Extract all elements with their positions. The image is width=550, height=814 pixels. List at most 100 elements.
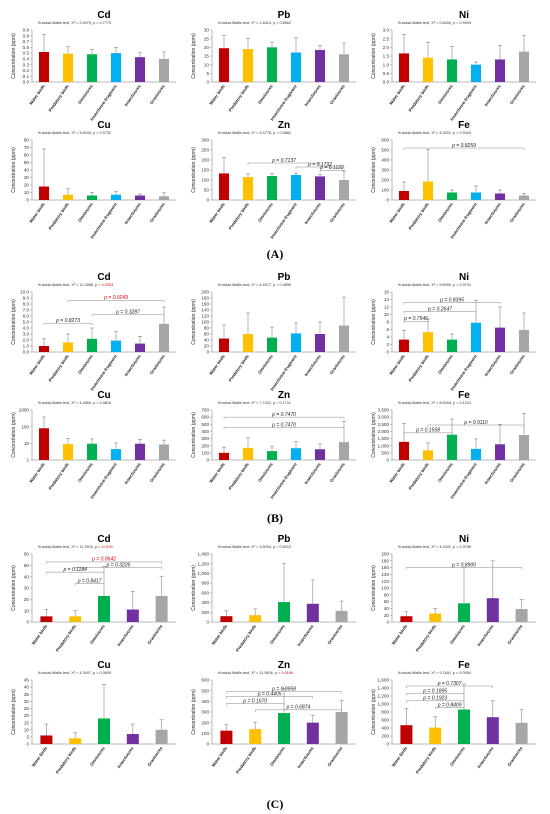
x-category-label: Insectivore-frugivore xyxy=(89,461,118,499)
bar-granivores xyxy=(335,610,348,622)
x-category-label: Granivores xyxy=(149,201,166,223)
kruskal-wallis-annotation: Kruskal-Wallis test, X² = 4.4869, p = 0.… xyxy=(38,401,111,405)
comparison-bracket xyxy=(226,703,285,706)
y-tick-label: 100 xyxy=(21,424,29,429)
bar-predatory-birds xyxy=(422,332,434,352)
bar-predatory-birds xyxy=(429,613,442,622)
y-tick-label: 600 xyxy=(201,590,209,595)
section-label-b: (B) xyxy=(267,511,283,525)
y-tick-label: 100 xyxy=(201,731,209,736)
comparison-p-value: p = 0.1122 xyxy=(319,165,344,171)
section-label-a: (A) xyxy=(267,247,284,261)
y-tick-label: 300 xyxy=(201,710,209,715)
x-category-label: Insectivore-frugivore xyxy=(269,353,298,391)
section-label-c: (C) xyxy=(267,797,284,811)
bar-water-birds xyxy=(218,173,230,200)
x-category-label: Water birds xyxy=(28,353,46,376)
kruskal-wallis-annotation: Kruskal-Wallis test, X² = 9.5776, p = 0.… xyxy=(218,131,291,135)
y-tick-label: 160 xyxy=(381,565,389,570)
y-tick-label: 0.6 xyxy=(23,45,30,50)
x-category-label: Water birds xyxy=(388,353,406,376)
y-tick-label: 0.4 xyxy=(23,56,30,61)
y-tick-label: 30 xyxy=(24,175,30,180)
x-category-label: Water birds xyxy=(208,201,226,224)
x-category-label: Water birds xyxy=(208,461,226,484)
bar-water-birds xyxy=(398,53,410,82)
y-tick-label: 9.0 xyxy=(23,296,30,301)
comparison-p-value: p = 0.8395 xyxy=(439,297,464,303)
bar-predatory-birds xyxy=(242,49,254,82)
bar-predatory-birds xyxy=(69,738,82,744)
y-axis-label: Concentration (ppm) xyxy=(191,147,197,193)
x-category-label: Omnivores xyxy=(89,745,106,767)
x-category-label: Insectivores xyxy=(483,353,502,377)
bar-omnivores xyxy=(446,434,458,460)
bar-water-birds xyxy=(218,452,230,460)
bar-insectivores xyxy=(314,334,326,352)
y-tick-label: 25 xyxy=(204,36,210,41)
panel-title: Cu xyxy=(97,390,110,401)
y-tick-label: 60 xyxy=(24,552,30,557)
kruskal-wallis-annotation: Kruskal-Wallis test, X² = 4.2002, p = 0.… xyxy=(398,545,471,549)
x-category-label: Predatory birds xyxy=(415,745,438,774)
x-category-label: Insectivores xyxy=(483,83,502,107)
bar-omnivores xyxy=(266,47,278,82)
y-tick-label: 3.0 xyxy=(23,332,30,337)
comparison-bracket xyxy=(403,147,525,150)
x-category-label: Omnivores xyxy=(437,353,454,375)
y-tick-label: 50 xyxy=(24,160,30,165)
y-tick-label: 2.0 xyxy=(383,45,390,50)
x-category-label: Water birds xyxy=(388,461,406,484)
comparison-p-value: p = 0.7470 xyxy=(271,412,296,418)
panel-title: Cu xyxy=(97,120,110,131)
bar-insectivore-frugivore xyxy=(110,449,122,460)
y-tick-label: 0.5 xyxy=(383,71,390,76)
x-category-label: Insectivores xyxy=(476,745,495,769)
bar-granivores xyxy=(518,329,530,352)
comparison-p-value: p = 0.8273 xyxy=(55,318,80,324)
y-tick-label: 8 xyxy=(386,320,389,325)
x-category-label: Granivores xyxy=(509,461,526,483)
x-category-label: Water birds xyxy=(31,623,49,646)
bar-granivores xyxy=(338,180,350,200)
kruskal-wallis-annotation: Kruskal-Wallis test, X² = 12.3086, p = 0… xyxy=(38,283,113,287)
y-tick-label: 600 xyxy=(381,138,389,143)
y-tick-label: 1.0 xyxy=(383,62,390,67)
comparison-bracket xyxy=(226,696,314,699)
x-category-label: Insectivores xyxy=(123,83,142,107)
x-category-label: Predatory birds xyxy=(408,461,431,490)
y-axis-label: Concentration (ppm) xyxy=(11,565,17,611)
comparison-bracket xyxy=(67,300,165,303)
panel-title: Fe xyxy=(458,660,470,671)
x-category-label: Insectivores xyxy=(296,745,315,769)
x-category-label: Predatory birds xyxy=(55,623,78,652)
comparison-p-value: p = 0.0642 xyxy=(91,557,116,563)
y-tick-label: 800 xyxy=(381,710,389,715)
comparison-bracket xyxy=(74,567,162,570)
y-tick-label: 0 xyxy=(386,458,389,463)
y-tick-label: 0.9 xyxy=(23,28,30,33)
y-tick-label: 300 xyxy=(201,436,209,441)
y-tick-label: 16 xyxy=(384,290,390,295)
bar-insectivores xyxy=(134,57,146,82)
x-category-label: Insectivore-frugivore xyxy=(89,83,118,121)
x-category-label: Omnivores xyxy=(449,623,466,645)
panel-title: Ni xyxy=(459,534,469,545)
y-tick-label: 600 xyxy=(381,718,389,723)
y-tick-label: 12 xyxy=(384,305,390,310)
y-tick-label: 300 xyxy=(381,168,389,173)
y-tick-label: 100 xyxy=(381,188,389,193)
x-category-label: Omnivores xyxy=(77,353,94,375)
x-category-label: Predatory birds xyxy=(48,201,71,230)
x-category-label: Predatory birds xyxy=(228,353,251,382)
bar-predatory-birds xyxy=(62,444,74,460)
bar-omnivores xyxy=(266,337,278,352)
y-tick-label: 0 xyxy=(386,742,389,747)
y-axis-label: Concentration (ppm) xyxy=(11,33,17,79)
y-tick-label: 400 xyxy=(201,600,209,605)
bar-predatory-birds xyxy=(422,181,434,200)
bar-insectivore-frugivore xyxy=(290,333,302,352)
y-tick-label: 5 xyxy=(206,71,209,76)
